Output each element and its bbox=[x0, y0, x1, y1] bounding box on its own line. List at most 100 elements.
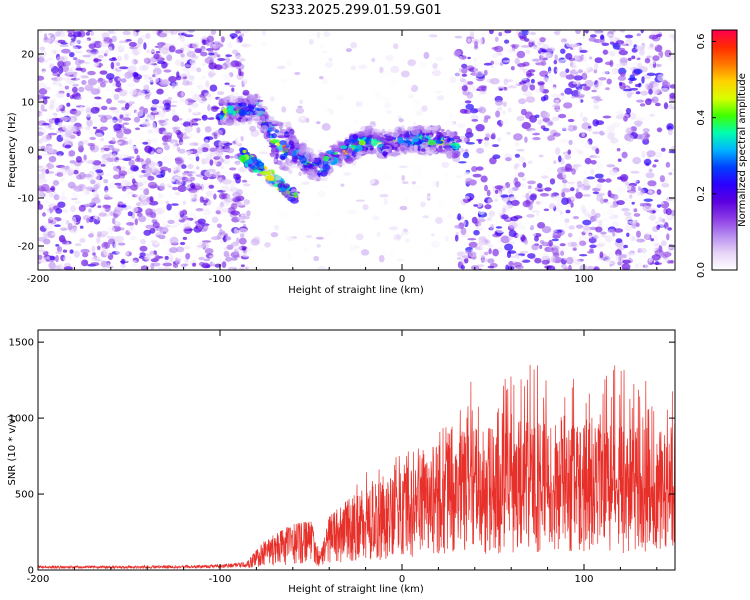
heatmap-noise-cell bbox=[205, 190, 213, 197]
heatmap-noise-cell bbox=[562, 171, 567, 179]
heatmap-noise-cell bbox=[70, 197, 78, 201]
heatmap-noise-cell bbox=[518, 32, 522, 38]
heatmap-noise-cell bbox=[315, 137, 325, 144]
heatmap-noise-cell bbox=[290, 225, 300, 231]
heatmap-noise-cell bbox=[577, 88, 582, 96]
heatmap-noise-cell bbox=[176, 131, 184, 139]
heatmap-noise-cell bbox=[519, 77, 528, 81]
heatmap-noise-cell bbox=[570, 197, 576, 201]
heatmap-noise-cell bbox=[116, 44, 125, 50]
heatmap-noise-cell bbox=[201, 147, 209, 153]
heatmap-noise-cell bbox=[166, 203, 172, 211]
heatmap-noise-cell bbox=[471, 216, 478, 224]
heatmap-noise-cell bbox=[576, 180, 583, 188]
heatmap-noise-cell bbox=[632, 157, 642, 165]
heatmap-ridge-cell bbox=[393, 150, 398, 157]
heatmap-noise-cell bbox=[117, 77, 121, 81]
heatmap-noise-cell bbox=[221, 184, 230, 192]
heatmap-noise-cell bbox=[229, 167, 237, 171]
heatmap-noise-cell bbox=[56, 92, 65, 99]
heatmap-noise-cell bbox=[614, 84, 620, 89]
heatmap-noise-cell bbox=[536, 183, 543, 189]
heatmap-noise-cell bbox=[197, 224, 202, 230]
heatmap-noise-cell bbox=[495, 99, 504, 106]
heatmap-ridge-cell bbox=[443, 141, 453, 147]
heatmap-noise-cell bbox=[325, 61, 333, 68]
heatmap-noise-cell bbox=[134, 100, 141, 108]
heatmap-noise-cell bbox=[130, 104, 136, 111]
heatmap-noise-cell bbox=[127, 211, 133, 217]
heatmap-noise-cell bbox=[168, 76, 177, 83]
heatmap-noise-cell bbox=[462, 151, 470, 159]
heatmap-noise-cell bbox=[615, 253, 621, 261]
heatmap-noise-cell bbox=[206, 35, 214, 43]
y-tick-label: 1500 bbox=[9, 338, 34, 349]
heatmap-noise-cell bbox=[495, 59, 499, 65]
heatmap-noise-cell bbox=[563, 247, 570, 254]
heatmap-noise-cell bbox=[135, 30, 140, 33]
heatmap-noise-cell bbox=[593, 69, 598, 74]
heatmap-noise-cell bbox=[602, 115, 612, 119]
heatmap-noise-cell bbox=[150, 240, 157, 243]
heatmap-noise-cell bbox=[169, 139, 178, 144]
heatmap-noise-cell bbox=[192, 42, 200, 49]
heatmap-noise-cell bbox=[150, 151, 156, 157]
heatmap-noise-cell bbox=[379, 194, 389, 198]
heatmap-noise-cell bbox=[483, 69, 488, 76]
heatmap-noise-cell bbox=[559, 95, 565, 99]
heatmap-noise-cell bbox=[103, 253, 111, 256]
heatmap-ridge-cell bbox=[431, 125, 440, 131]
heatmap-noise-cell bbox=[527, 253, 536, 259]
heatmap-noise-cell bbox=[189, 59, 197, 66]
heatmap-noise-cell bbox=[56, 172, 64, 177]
heatmap-noise-cell bbox=[108, 46, 113, 54]
heatmap-noise-cell bbox=[355, 87, 363, 91]
heatmap-noise-cell bbox=[154, 254, 160, 262]
heatmap-noise-cell bbox=[172, 233, 178, 238]
heatmap-noise-cell bbox=[68, 150, 76, 157]
heatmap-noise-cell bbox=[636, 230, 641, 238]
heatmap-noise-cell bbox=[175, 179, 184, 186]
heatmap-noise-cell bbox=[567, 118, 575, 123]
heatmap-noise-cell bbox=[159, 183, 166, 190]
heatmap-noise-cell bbox=[169, 236, 179, 245]
heatmap-noise-cell bbox=[63, 76, 71, 82]
heatmap-noise-cell bbox=[513, 164, 519, 170]
heatmap-noise-cell bbox=[400, 86, 407, 90]
heatmap-noise-cell bbox=[82, 54, 91, 58]
heatmap-noise-cell bbox=[46, 82, 53, 86]
heatmap-noise-cell bbox=[619, 30, 625, 33]
heatmap-noise-cell bbox=[652, 234, 659, 242]
heatmap-ridge-cell bbox=[302, 165, 308, 168]
heatmap-ridge-cell bbox=[384, 135, 394, 142]
heatmap-noise-cell bbox=[242, 89, 250, 96]
heatmap-noise-cell bbox=[171, 100, 179, 104]
heatmap-noise-cell bbox=[156, 207, 165, 215]
heatmap-noise-cell bbox=[139, 245, 148, 252]
heatmap-noise-cell bbox=[574, 258, 582, 265]
heatmap-noise-cell bbox=[372, 215, 380, 220]
heatmap-noise-cell bbox=[229, 155, 234, 159]
heatmap-noise-cell bbox=[580, 248, 586, 254]
heatmap-ridge-cell bbox=[427, 146, 437, 152]
heatmap-noise-cell bbox=[542, 76, 550, 82]
heatmap-noise-cell bbox=[144, 255, 152, 261]
heatmap-noise-cell bbox=[221, 261, 227, 268]
heatmap-noise-cell bbox=[192, 54, 196, 58]
heatmap-noise-cell bbox=[382, 250, 387, 256]
heatmap-ridge-cell bbox=[294, 139, 299, 143]
heatmap-noise-cell bbox=[80, 248, 90, 254]
heatmap-noise-cell bbox=[44, 59, 48, 63]
heatmap-noise-cell bbox=[156, 148, 163, 154]
heatmap-noise-cell bbox=[225, 235, 232, 241]
heatmap-noise-cell bbox=[117, 73, 123, 77]
heatmap-noise-cell bbox=[623, 115, 628, 122]
heatmap-ridge-cell bbox=[275, 174, 282, 181]
heatmap-noise-cell bbox=[648, 257, 653, 263]
heatmap-noise-cell bbox=[184, 258, 189, 264]
heatmap-ridge-cell bbox=[287, 162, 297, 169]
heatmap-noise-cell bbox=[129, 145, 137, 150]
heatmap-noise-cell bbox=[212, 36, 222, 44]
heatmap-noise-cell bbox=[168, 225, 178, 228]
heatmap-noise-cell bbox=[465, 103, 475, 110]
